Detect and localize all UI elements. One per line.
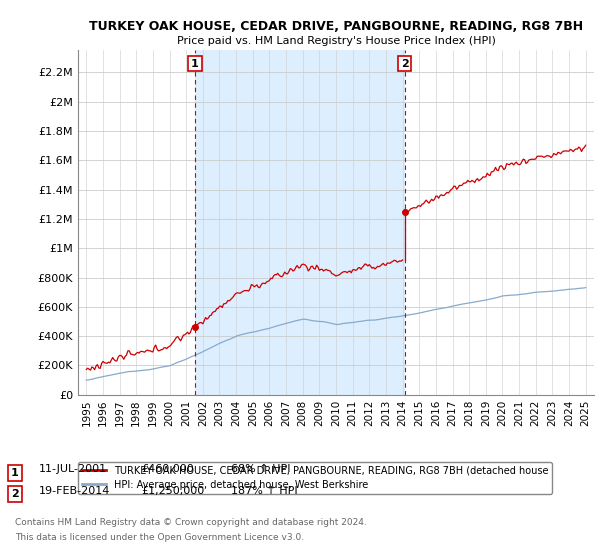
Text: TURKEY OAK HOUSE, CEDAR DRIVE, PANGBOURNE, READING, RG8 7BH: TURKEY OAK HOUSE, CEDAR DRIVE, PANGBOURN… [89,20,583,32]
Legend: TURKEY OAK HOUSE, CEDAR DRIVE, PANGBOURNE, READING, RG8 7BH (detached house, HPI: TURKEY OAK HOUSE, CEDAR DRIVE, PANGBOURN… [78,462,553,493]
Text: 1: 1 [11,468,19,478]
Text: £1,250,000: £1,250,000 [141,486,204,496]
Bar [195,50,404,395]
Text: Price paid vs. HM Land Registry's House Price Index (HPI): Price paid vs. HM Land Registry's House … [176,36,496,46]
Text: Contains HM Land Registry data © Crown copyright and database right 2024.: Contains HM Land Registry data © Crown c… [15,518,367,527]
Text: 11-JUL-2001: 11-JUL-2001 [39,464,107,474]
Text: This data is licensed under the Open Government Licence v3.0.: This data is licensed under the Open Gov… [15,533,304,542]
Text: 2: 2 [401,59,409,68]
Text: 2: 2 [11,489,19,499]
Text: £460,000: £460,000 [141,464,194,474]
Text: 68% ↑ HPI: 68% ↑ HPI [231,464,290,474]
Text: 187% ↑ HPI: 187% ↑ HPI [231,486,298,496]
Text: 19-FEB-2014: 19-FEB-2014 [39,486,110,496]
Text: 1: 1 [191,59,199,68]
